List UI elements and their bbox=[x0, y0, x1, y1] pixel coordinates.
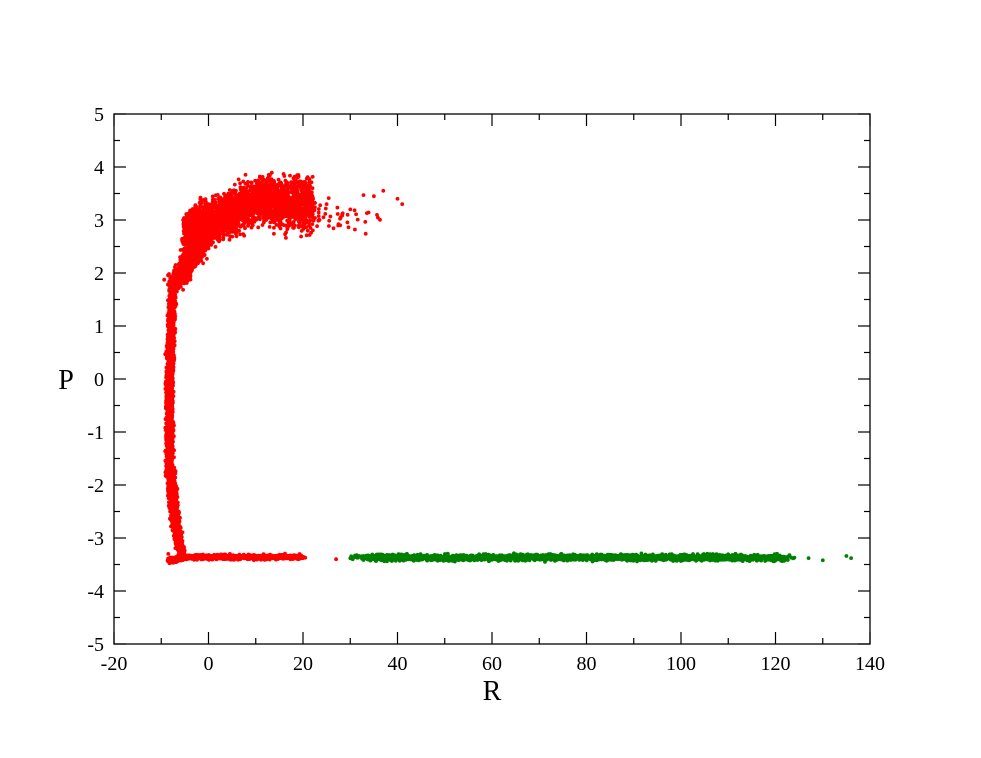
red-point bbox=[167, 299, 171, 303]
red-point bbox=[167, 446, 172, 451]
red-point bbox=[283, 555, 288, 560]
red-point bbox=[166, 321, 171, 326]
red-point bbox=[169, 516, 174, 521]
red-point bbox=[165, 457, 170, 462]
red-point bbox=[175, 544, 179, 548]
red-point bbox=[173, 314, 177, 319]
red-point bbox=[175, 525, 180, 530]
red-point bbox=[173, 295, 178, 299]
red-point bbox=[176, 531, 181, 535]
red-point bbox=[205, 256, 209, 261]
red-point bbox=[173, 500, 178, 504]
red-point bbox=[240, 555, 245, 559]
red-point bbox=[169, 419, 173, 423]
red-point bbox=[170, 360, 175, 365]
red-point bbox=[174, 516, 179, 521]
red-point bbox=[203, 556, 208, 560]
red-point bbox=[166, 396, 171, 400]
red-point bbox=[169, 501, 174, 506]
red-point bbox=[164, 448, 168, 453]
red-point bbox=[167, 348, 172, 353]
red-point bbox=[222, 554, 227, 559]
red-point bbox=[296, 553, 301, 558]
red-point bbox=[179, 549, 184, 554]
red-point bbox=[175, 539, 180, 543]
red-point bbox=[175, 486, 180, 491]
red-point bbox=[165, 337, 170, 342]
red-point bbox=[170, 327, 175, 331]
red-point bbox=[170, 524, 175, 529]
red-point bbox=[165, 464, 170, 469]
red-point bbox=[164, 432, 169, 437]
red-point bbox=[169, 495, 173, 500]
red-point bbox=[174, 511, 179, 516]
red-point bbox=[170, 356, 174, 361]
red-point bbox=[169, 367, 174, 372]
red-point bbox=[243, 555, 248, 560]
red-point bbox=[264, 555, 269, 560]
red-point bbox=[169, 401, 174, 406]
red-point bbox=[167, 332, 172, 336]
red-point bbox=[166, 452, 171, 457]
red-point bbox=[200, 554, 204, 558]
red-point bbox=[169, 560, 174, 565]
red-point bbox=[170, 486, 175, 491]
red-point bbox=[168, 468, 172, 473]
red-point bbox=[164, 390, 169, 395]
red-point bbox=[166, 424, 171, 428]
red-point bbox=[167, 472, 172, 477]
red-point bbox=[178, 535, 183, 540]
red-point bbox=[250, 554, 254, 559]
red-point bbox=[170, 397, 175, 401]
red-point bbox=[175, 559, 180, 564]
red-point bbox=[291, 554, 296, 558]
red-point bbox=[168, 413, 173, 418]
red-point bbox=[170, 386, 174, 391]
points-layer bbox=[162, 170, 853, 566]
red-point bbox=[170, 338, 175, 342]
red-point bbox=[163, 470, 168, 475]
red-point bbox=[173, 556, 177, 560]
red-point bbox=[175, 505, 180, 509]
red-point bbox=[195, 555, 200, 559]
red-point bbox=[179, 543, 183, 548]
red-point bbox=[168, 303, 172, 308]
red-point bbox=[166, 357, 171, 362]
red-point bbox=[166, 367, 170, 372]
red-point bbox=[215, 555, 220, 560]
red-point bbox=[166, 317, 171, 322]
red-point bbox=[171, 491, 176, 496]
red-point bbox=[168, 432, 173, 437]
red-point bbox=[165, 382, 170, 386]
red-point bbox=[260, 555, 265, 559]
red-point bbox=[270, 555, 275, 560]
